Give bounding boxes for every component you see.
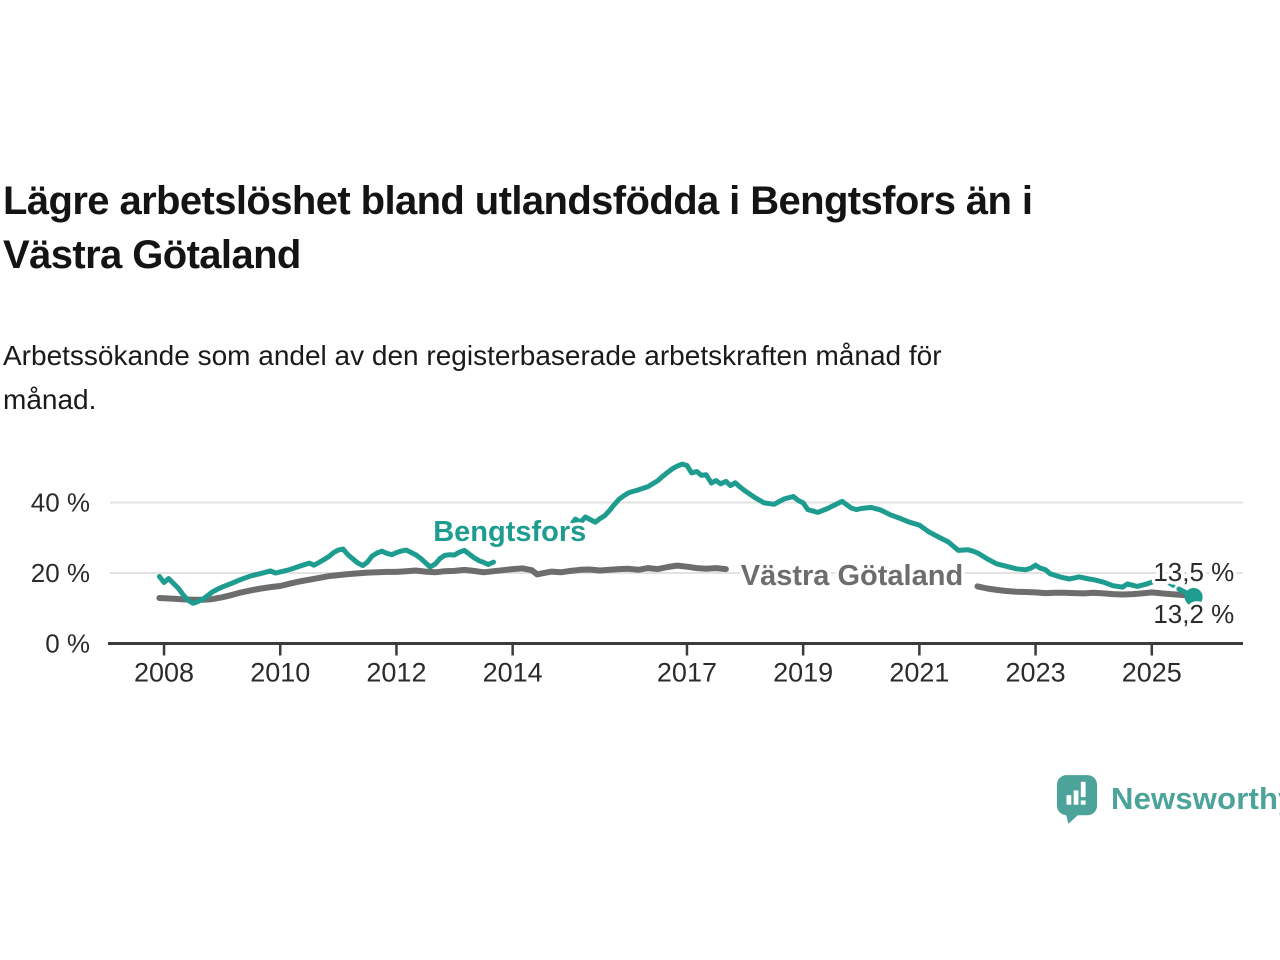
y-tick-label-20: 20 % — [31, 558, 90, 588]
x-tick-label-2025: 2025 — [1122, 658, 1182, 688]
latest-value-label-1: 13,5 % — [1153, 557, 1234, 587]
x-tick-label-2017: 2017 — [657, 658, 717, 688]
x-tick-label-2021: 2021 — [889, 658, 949, 688]
logo-bar-short — [1066, 795, 1072, 805]
bengtsfors-series-label: Bengtsfors — [433, 516, 586, 548]
bengtsfors-line-segment-2 — [568, 461, 1169, 590]
x-tick-label-2023: 2023 — [1006, 658, 1066, 688]
chart-subtitle: Arbetssökande som andel av den registerb… — [3, 340, 942, 415]
logo-bar-mid — [1073, 790, 1079, 805]
logo-bubble-tail — [1065, 812, 1081, 824]
y-tick-label-0: 0 % — [45, 629, 90, 659]
newsworthy-brand-text: Newsworthy — [1111, 781, 1280, 816]
v-stra-g-taland-line-segment-1 — [156, 562, 729, 603]
bengtsfors-end-dot — [1184, 587, 1203, 606]
v-stra-g-taland-line-segment-2 — [974, 583, 1197, 599]
y-tick-label-40: 40 % — [31, 488, 90, 518]
x-tick-label-2014: 2014 — [483, 658, 543, 688]
x-tick-label-2019: 2019 — [773, 658, 833, 688]
logo-exclamation-dot — [1080, 800, 1086, 805]
logo-exclamation-bar — [1080, 781, 1086, 798]
v-stra-g-taland-series-label: Västra Götaland — [741, 560, 963, 592]
chart-title: Lägre arbetslöshet bland utlandsfödda i … — [3, 178, 1033, 277]
newsworthy-logo-icon — [1056, 775, 1098, 824]
bengtsfors-line-segment-1 — [156, 546, 496, 606]
latest-value-label-2: 13,2 % — [1153, 599, 1234, 629]
x-tick-label-2012: 2012 — [366, 658, 426, 688]
x-tick-label-2008: 2008 — [134, 658, 194, 688]
newsworthy-logo: Newsworthy — [1056, 770, 1280, 828]
x-tick-label-2010: 2010 — [250, 658, 310, 688]
